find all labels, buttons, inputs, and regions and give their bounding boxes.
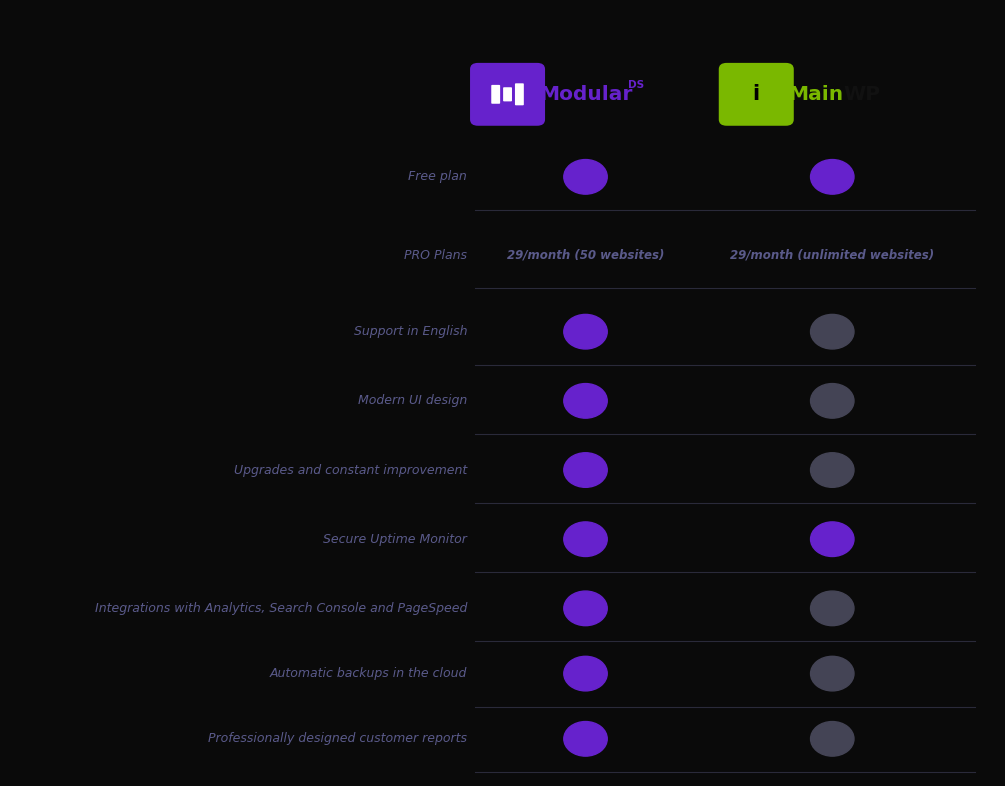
Text: 29/month (unlimited websites): 29/month (unlimited websites) [731,249,935,262]
Circle shape [811,160,854,194]
Circle shape [564,722,607,756]
Text: Free plan: Free plan [408,171,467,183]
Text: DS: DS [628,80,644,90]
Text: Modular: Modular [539,85,632,104]
Text: Modern UI design: Modern UI design [358,395,467,407]
Text: Upgrades and constant improvement: Upgrades and constant improvement [234,464,467,476]
Circle shape [811,522,854,556]
Circle shape [564,656,607,691]
FancyBboxPatch shape [515,83,524,105]
Text: Automatic backups in the cloud: Automatic backups in the cloud [269,667,467,680]
Text: WP: WP [843,85,880,104]
Circle shape [811,384,854,418]
Text: PRO Plans: PRO Plans [404,249,467,262]
Circle shape [564,314,607,349]
Circle shape [811,591,854,626]
FancyBboxPatch shape [719,63,794,126]
Circle shape [564,160,607,194]
Circle shape [564,384,607,418]
Circle shape [811,453,854,487]
Text: 29/month (50 websites): 29/month (50 websites) [507,249,664,262]
Text: Main: Main [788,85,843,104]
Text: Secure Uptime Monitor: Secure Uptime Monitor [324,533,467,545]
Circle shape [811,722,854,756]
Text: Support in English: Support in English [354,325,467,338]
Circle shape [564,591,607,626]
Circle shape [564,453,607,487]
FancyBboxPatch shape [470,63,545,126]
FancyBboxPatch shape [491,85,500,104]
Circle shape [811,314,854,349]
Circle shape [811,656,854,691]
Text: Integrations with Analytics, Search Console and PageSpeed: Integrations with Analytics, Search Cons… [94,602,467,615]
Text: i: i [753,84,760,105]
Circle shape [564,522,607,556]
FancyBboxPatch shape [504,87,512,101]
Text: Professionally designed customer reports: Professionally designed customer reports [208,733,467,745]
